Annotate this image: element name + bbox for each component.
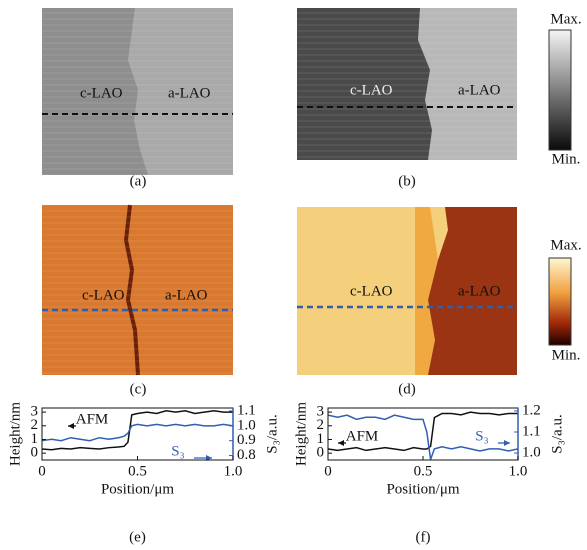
y2-tick-label: 0.9 — [237, 432, 256, 448]
x-tick-label: 0.5 — [128, 463, 147, 479]
colorbar-min: Min. — [552, 151, 581, 167]
colorbar-min: Min. — [552, 347, 581, 363]
panel-label: (f) — [416, 529, 431, 545]
y2-axis-label: S₃/a.u. — [549, 414, 565, 453]
y-tick-label: 3 — [31, 404, 39, 420]
x-tick-label: 0 — [38, 463, 46, 479]
series-label: S₃ — [475, 428, 489, 444]
image-b — [297, 8, 517, 160]
x-axis-label: Position/μm — [101, 481, 174, 497]
image-c — [42, 204, 233, 376]
data-line — [41, 409, 233, 451]
data-line — [327, 414, 519, 460]
y2-tick-label: 1.1 — [237, 402, 256, 418]
image-a — [42, 8, 233, 175]
panel-label: (e) — [129, 529, 146, 545]
y-tick-label: 1 — [317, 431, 325, 447]
panel-label: (c) — [130, 381, 147, 397]
x-axis-label: Position/μm — [386, 481, 459, 497]
x-tick-label: 0 — [324, 463, 332, 479]
colorbar-max: Max. — [550, 11, 581, 27]
region-label: c-LAO — [80, 85, 123, 101]
panel-label: (a) — [130, 173, 147, 189]
region-label: a-LAO — [168, 85, 211, 101]
region-label: c-LAO — [350, 283, 393, 299]
x-tick-label: 1.0 — [224, 463, 243, 479]
data-line — [41, 423, 234, 442]
region-label: a-LAO — [458, 82, 501, 98]
series-label: AFM — [346, 428, 379, 444]
y-tick-label: 3 — [317, 404, 325, 420]
region-label: c-LAO — [82, 287, 125, 303]
y2-tick-label: 0.8 — [237, 447, 256, 463]
y2-tick-label: 1.2 — [522, 402, 541, 418]
image-d — [297, 207, 517, 375]
y-tick-label: 1 — [31, 431, 39, 447]
arrow-head — [68, 423, 74, 429]
y-tick-label: 2 — [317, 417, 325, 433]
y-tick-label: 2 — [31, 417, 39, 433]
plot-frame — [41, 407, 234, 461]
x-tick-label: 0.5 — [414, 463, 433, 479]
region-label: a-LAO — [458, 283, 501, 299]
y-tick-label: 0 — [31, 445, 39, 461]
panel-label: (b) — [398, 173, 416, 189]
region-label: c-LAO — [350, 82, 393, 98]
y2-tick-label: 1.0 — [522, 444, 541, 460]
data-line — [327, 411, 518, 452]
y-tick-label: 0 — [317, 445, 325, 461]
y2-tick-label: 1.1 — [522, 423, 541, 439]
arrow-head — [504, 440, 510, 446]
y-axis-label: Height/nm — [293, 402, 309, 466]
y2-tick-label: 1.0 — [237, 417, 256, 433]
x-tick-label: 1.0 — [509, 463, 528, 479]
series-label: AFM — [76, 411, 109, 427]
y2-axis-label: S₃/a.u. — [264, 414, 280, 453]
panel-label: (d) — [398, 381, 416, 397]
y-axis-label: Height/nm — [7, 402, 23, 466]
arrow-head — [338, 440, 344, 446]
colorbar — [548, 257, 572, 346]
region-label: a-LAO — [165, 287, 208, 303]
colorbar-max: Max. — [550, 237, 581, 253]
series-label: S₃ — [171, 443, 185, 459]
colorbar — [548, 29, 572, 151]
